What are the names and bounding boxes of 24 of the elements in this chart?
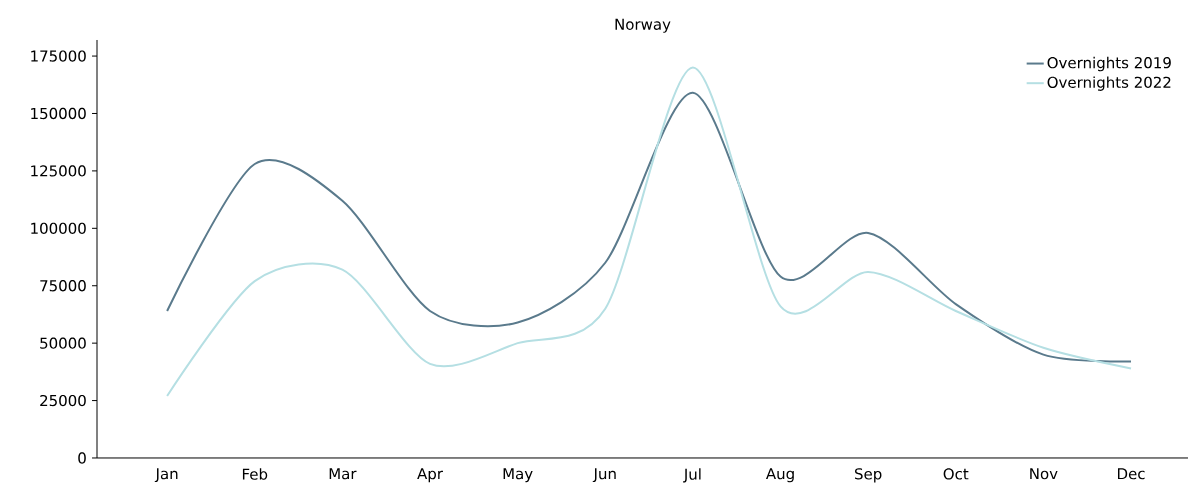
- x-tick-label: Nov: [1030, 468, 1058, 480]
- y-tick-label: 150000: [31, 107, 86, 120]
- x-tick-label: Oct: [943, 468, 969, 480]
- y-tick-label: 75000: [40, 280, 86, 292]
- legend-label: Overnights 2019: [1047, 56, 1171, 72]
- line-series: [166, 91, 1133, 363]
- x-tick-label: May: [503, 468, 533, 483]
- y-tick-label: 25000: [40, 394, 86, 407]
- x-tick-label: Apr: [417, 468, 443, 483]
- x-tick-label: Mar: [329, 468, 357, 480]
- x-tick-label: Sep: [855, 468, 882, 483]
- x-tick-label: Jul: [683, 468, 701, 483]
- y-tick-label: 100000: [31, 222, 86, 234]
- legend-label: Overnights 2022: [1047, 76, 1171, 91]
- y-tick-label: 0: [78, 452, 86, 464]
- x-tick-label: Feb: [242, 468, 268, 480]
- chart-title: Norway: [615, 18, 671, 33]
- y-tick-label: 50000: [40, 337, 86, 349]
- x-tick-label: Dec: [1117, 468, 1145, 480]
- x-tick-label: Jun: [592, 468, 616, 483]
- x-tick-label: Jan: [154, 468, 178, 483]
- x-tick-label: Aug: [765, 468, 794, 483]
- y-tick-label: 125000: [31, 165, 86, 177]
- y-tick-label: 175000: [31, 50, 86, 62]
